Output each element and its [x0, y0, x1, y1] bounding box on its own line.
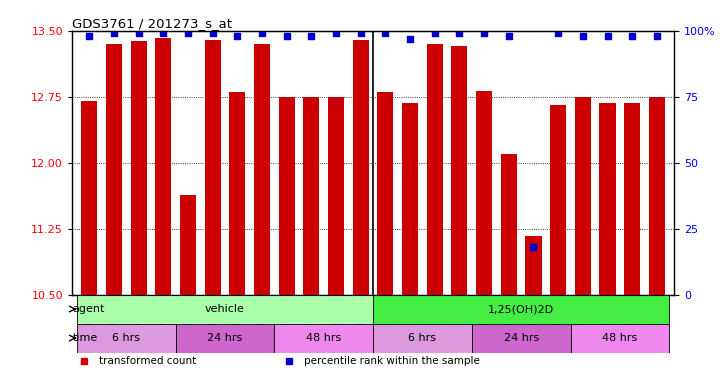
Point — [158, 30, 169, 36]
Text: 48 hrs: 48 hrs — [602, 333, 637, 343]
Bar — [180, 195, 196, 295]
Bar — [106, 44, 122, 295]
Bar — [377, 92, 394, 295]
Point — [257, 30, 268, 36]
Point — [602, 33, 614, 39]
Text: time: time — [72, 333, 97, 343]
Bar — [373, 295, 669, 324]
Bar — [373, 324, 472, 353]
Point — [429, 30, 441, 36]
Text: 24 hrs: 24 hrs — [503, 333, 539, 343]
Point — [627, 33, 638, 39]
Text: transformed count: transformed count — [99, 356, 196, 366]
Bar — [176, 324, 275, 353]
Point — [528, 244, 539, 250]
Point — [503, 33, 515, 39]
Bar — [229, 92, 245, 295]
Bar — [77, 324, 176, 353]
Point — [478, 30, 490, 36]
Bar — [501, 154, 517, 295]
Bar — [131, 41, 147, 295]
Bar — [550, 106, 566, 295]
Bar — [353, 40, 369, 295]
Text: 6 hrs: 6 hrs — [409, 333, 436, 343]
Point — [133, 30, 144, 36]
Bar — [402, 103, 418, 295]
Bar — [570, 324, 669, 353]
Text: agent: agent — [72, 304, 105, 314]
Bar — [624, 103, 640, 295]
Bar — [649, 97, 665, 295]
Bar — [279, 97, 295, 295]
Point — [182, 30, 194, 36]
Text: GDS3761 / 201273_s_at: GDS3761 / 201273_s_at — [72, 17, 232, 30]
Bar — [328, 97, 344, 295]
Bar — [472, 324, 570, 353]
Bar — [575, 97, 591, 295]
Text: 6 hrs: 6 hrs — [112, 333, 141, 343]
Point — [651, 33, 663, 39]
Point — [281, 33, 293, 39]
Text: vehicle: vehicle — [205, 304, 245, 314]
Bar — [205, 40, 221, 295]
Bar — [427, 44, 443, 295]
Bar — [77, 295, 373, 324]
Point — [84, 33, 95, 39]
Bar — [275, 324, 373, 353]
Point — [552, 30, 564, 36]
Point — [231, 33, 243, 39]
Point — [404, 36, 416, 42]
Text: 1,25(OH)2D: 1,25(OH)2D — [488, 304, 554, 314]
Point — [207, 30, 218, 36]
Text: percentile rank within the sample: percentile rank within the sample — [304, 356, 479, 366]
Bar — [476, 91, 492, 295]
Bar — [155, 38, 172, 295]
Point — [380, 30, 392, 36]
Bar — [254, 44, 270, 295]
Bar — [304, 97, 319, 295]
Text: 48 hrs: 48 hrs — [306, 333, 342, 343]
Point — [355, 30, 366, 36]
Point — [330, 30, 342, 36]
Text: 24 hrs: 24 hrs — [208, 333, 243, 343]
Point — [306, 33, 317, 39]
Bar — [81, 101, 97, 295]
Bar — [451, 46, 467, 295]
Point — [454, 30, 465, 36]
Bar — [599, 103, 616, 295]
Point — [108, 30, 120, 36]
Bar — [526, 236, 541, 295]
Point — [577, 33, 588, 39]
